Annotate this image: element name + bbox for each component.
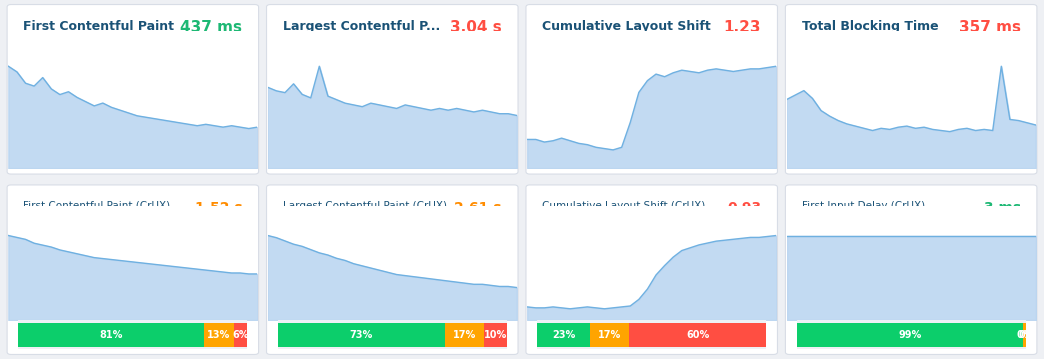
Bar — [484, 323, 506, 347]
Text: 1.52 s: 1.52 s — [195, 201, 242, 215]
FancyBboxPatch shape — [266, 185, 518, 354]
Text: 81%: 81% — [99, 330, 123, 340]
Bar — [19, 323, 204, 347]
FancyBboxPatch shape — [7, 5, 259, 174]
FancyBboxPatch shape — [526, 5, 778, 174]
Bar — [538, 323, 590, 347]
Text: First Contentful Paint: First Contentful Paint — [23, 20, 174, 33]
Text: +102 ms: +102 ms — [973, 51, 1021, 61]
FancyBboxPatch shape — [785, 185, 1037, 354]
Text: First Input Delay (CrUX): First Input Delay (CrUX) — [802, 201, 925, 211]
Text: Cumulative Layout Shift (CrUX): Cumulative Layout Shift (CrUX) — [542, 201, 706, 211]
FancyBboxPatch shape — [266, 5, 518, 174]
Text: Largest Contentful Paint (CrUX): Largest Contentful Paint (CrUX) — [283, 201, 447, 211]
Text: 3.04 s: 3.04 s — [450, 20, 502, 36]
Text: 23%: 23% — [552, 330, 575, 340]
FancyBboxPatch shape — [526, 185, 778, 354]
Bar — [628, 323, 766, 347]
Bar — [590, 323, 628, 347]
Text: Total Blocking Time: Total Blocking Time — [802, 20, 939, 33]
Text: 13%: 13% — [207, 330, 231, 340]
Text: First Contentful Paint (CrUX): First Contentful Paint (CrUX) — [23, 201, 170, 211]
Text: 1.23: 1.23 — [723, 20, 761, 36]
Text: 3 ms: 3 ms — [983, 201, 1021, 215]
Bar — [1023, 323, 1025, 347]
Text: 73%: 73% — [350, 330, 373, 340]
Text: 6%: 6% — [232, 330, 248, 340]
Bar — [445, 323, 484, 347]
Bar — [278, 323, 445, 347]
Bar — [204, 323, 234, 347]
Text: 2.61 s: 2.61 s — [454, 201, 502, 215]
Text: 17%: 17% — [453, 330, 476, 340]
Bar — [1025, 323, 1028, 347]
Text: 437 ms: 437 ms — [181, 20, 242, 36]
Text: 0%: 0% — [1019, 330, 1035, 340]
Text: 0%: 0% — [1016, 330, 1033, 340]
Text: 17%: 17% — [598, 330, 621, 340]
Text: Cumulative Layout Shift: Cumulative Layout Shift — [542, 20, 711, 33]
Text: 60%: 60% — [686, 330, 709, 340]
Text: 0.93: 0.93 — [728, 201, 761, 215]
Text: Largest Contentful P...: Largest Contentful P... — [283, 20, 440, 33]
Text: 99%: 99% — [899, 330, 922, 340]
Bar — [797, 323, 1023, 347]
FancyBboxPatch shape — [7, 185, 259, 354]
Text: 357 ms: 357 ms — [958, 20, 1021, 36]
Bar — [234, 323, 247, 347]
Text: 10%: 10% — [483, 330, 507, 340]
FancyBboxPatch shape — [785, 5, 1037, 174]
